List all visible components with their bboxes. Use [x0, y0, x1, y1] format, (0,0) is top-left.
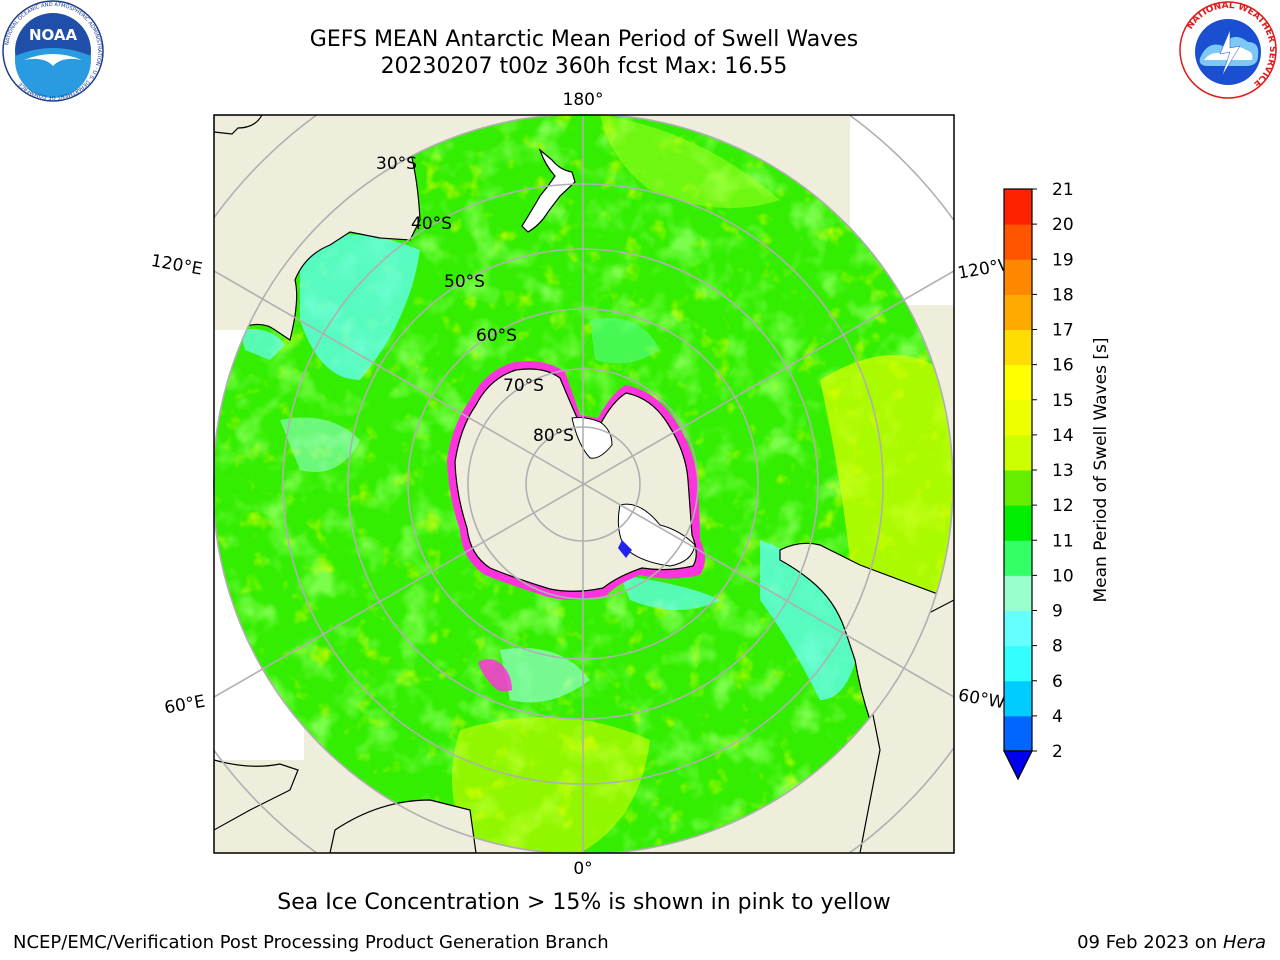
colorbar-tick-label: 11: [1052, 531, 1074, 551]
region-cyan-east: [760, 540, 860, 700]
region-seafoam-west: [280, 417, 360, 472]
colorbar-segment: [1004, 329, 1032, 366]
colorbar-tick-label: 18: [1052, 285, 1074, 305]
colorbar-tick-label: 17: [1052, 321, 1074, 341]
noaa-logo-icon: NOAA NATIONAL OCEANIC AND ATMOSPHERIC AD…: [2, 0, 104, 102]
colorbar-label: Mean Period of Swell Waves [s]: [1091, 338, 1111, 603]
colorbar-under-arrow: [1003, 750, 1033, 781]
ice-blue-spot: [618, 540, 632, 558]
chart-title: GEFS MEAN Antarctic Mean Period of Swell…: [309, 27, 859, 52]
lat-label-30s: 30°S: [376, 154, 417, 174]
colorbar-segment: [1004, 470, 1032, 506]
graticule: [214, 115, 954, 853]
lat-label-60s: 60°S: [476, 326, 517, 346]
lon-label-60w: 60°W: [957, 685, 1007, 713]
footer-date-text: 09 Feb 2023 on: [1077, 932, 1223, 953]
colorbar-segment: [1004, 610, 1032, 647]
colorbar-segment: [1004, 224, 1032, 260]
colorbar-tick-label: 15: [1052, 391, 1074, 411]
region-cyan-west: [300, 234, 420, 380]
colorbar-tick-label: 2: [1052, 742, 1063, 762]
sea-ice-note: Sea Ice Concentration > 15% is shown in …: [277, 890, 891, 915]
footer-host: Hera: [1222, 932, 1266, 953]
colorbar-segment: [1004, 189, 1032, 225]
antarctica-group: [447, 361, 705, 692]
colorbar-segment: [1004, 540, 1032, 576]
region-seafoam: [500, 648, 590, 703]
region-lightgreen-north: [600, 115, 780, 208]
colorbar-tick-label: 13: [1052, 461, 1074, 481]
land-top-left: [214, 115, 263, 135]
colorbar-tick-label: 14: [1052, 426, 1074, 446]
colorbar-segment: [1004, 680, 1032, 717]
sea-ice-patch: [478, 659, 512, 692]
colorbar-tick-label: 10: [1052, 566, 1074, 586]
colorbar-segment: [1004, 645, 1032, 682]
colorbar-segment: [1004, 715, 1032, 752]
land-new-zealand: [521, 148, 576, 233]
lon-label-180: 180°: [563, 90, 604, 110]
colorbar-segment: [1004, 399, 1032, 436]
colorbar-tick-label: 4: [1052, 707, 1063, 727]
noaa-logo-text: NOAA: [29, 26, 78, 44]
colorbar-tick-label: 20: [1052, 215, 1074, 235]
region-seafoam-north: [590, 318, 660, 364]
colorbar-tick-label: 8: [1052, 637, 1063, 657]
colorbar-segment: [1004, 505, 1032, 541]
footer-date: 09 Feb 2023 on Hera: [1077, 932, 1266, 954]
region-cyan-south-antarctic: [620, 575, 720, 610]
region-yellow-east: [820, 355, 953, 600]
colorbar-tick-label: 9: [1052, 602, 1063, 622]
colorbar: 2 4 6 8 9 10 11 12 13 14 15 16 17 18 19 20 21: [1003, 180, 1074, 781]
colorbar-segment: [1004, 575, 1032, 611]
colorbar-segment: [1004, 364, 1032, 401]
region-yellow-south: [452, 717, 650, 853]
meridian-60e-120w: [214, 270, 954, 698]
lon-label-60e: 60°E: [163, 692, 207, 719]
lon-label-0: 0°: [573, 859, 592, 879]
lat-label-70s: 70°S: [503, 376, 544, 396]
lat-label-40s: 40°S: [411, 214, 452, 234]
colorbar-segment: [1004, 294, 1032, 330]
colorbar-tick-label: 21: [1052, 180, 1074, 200]
map-frame: [213, 114, 955, 854]
colorbar-segment: [1004, 259, 1032, 295]
lat-circle-30: [214, 115, 954, 853]
footer-organization: NCEP/EMC/Verification Post Processing Pr…: [13, 932, 609, 953]
lat-label-80s: 80°S: [533, 426, 574, 446]
colorbar-segment: [1004, 434, 1032, 471]
nws-logo-icon: NATIONAL WEATHER SERVICE: [1179, 1, 1277, 99]
chart-subtitle: 20230207 t00z 360h fcst Max: 16.55: [380, 54, 788, 79]
colorbar-tick-label: 16: [1052, 356, 1074, 376]
colorbar-tick-label: 19: [1052, 250, 1074, 270]
region-cyan-west-2: [240, 329, 285, 360]
colorbar-tick-label: 12: [1052, 496, 1074, 516]
colorbar-tick-label: 6: [1052, 672, 1063, 692]
lat-label-50s: 50°S: [444, 272, 485, 292]
lon-label-120e: 120°E: [149, 251, 203, 280]
